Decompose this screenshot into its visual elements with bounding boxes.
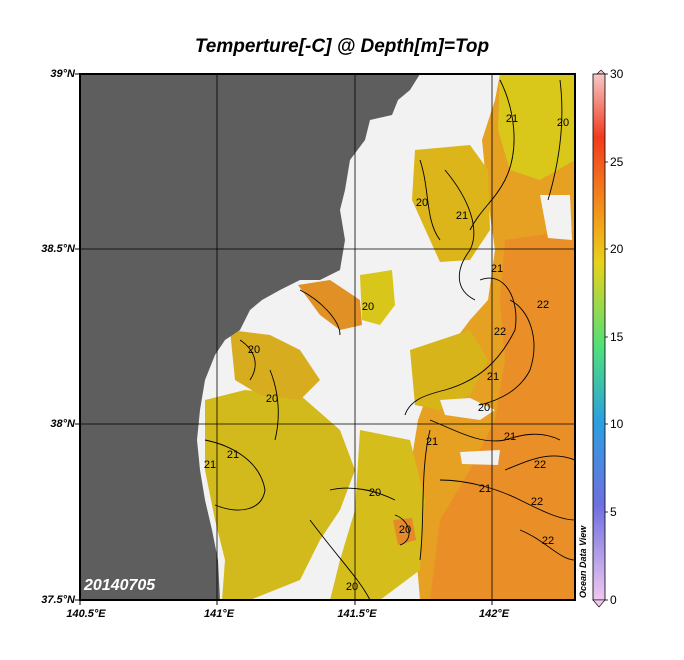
contour-label: 21	[426, 436, 438, 448]
land-mass	[80, 74, 420, 600]
lon-label: 141.5°E	[337, 608, 377, 620]
contour-lines	[204, 79, 575, 600]
contour-label: 21	[491, 263, 503, 275]
contour-label: 20	[248, 344, 260, 356]
map-title: Temperture[-C] @ Depth[m]=Top	[194, 36, 490, 57]
contour-label: 21	[204, 459, 216, 471]
contour-label: 20	[346, 581, 358, 593]
contour-label: 21	[479, 483, 491, 495]
contour-label: 21	[487, 371, 499, 383]
colorbar-ticks	[605, 73, 608, 601]
frame-ticks	[75, 73, 493, 605]
temperature-field-warm-spot	[393, 518, 416, 545]
graticule	[80, 74, 575, 600]
temperature-field-warm-core	[430, 230, 575, 600]
colorbar-label: 25	[610, 155, 624, 169]
contour-label: 20	[416, 197, 428, 209]
colorbar-label: 30	[610, 67, 624, 81]
contour-label: 20	[478, 402, 490, 414]
contour-label: 21	[506, 113, 518, 125]
contour-label-group: 21 20 20 21 21 22 22 21 20 20 20 21 20 2…	[204, 113, 569, 593]
colorbar-label: 15	[610, 330, 624, 344]
temperature-field-coastal-mid	[230, 330, 320, 400]
lat-label: 39°N	[50, 68, 75, 80]
contour-label: 21	[504, 431, 516, 443]
contour-label: 22	[537, 299, 549, 311]
colorbar-label: 0	[610, 593, 617, 607]
lon-label: 142°E	[478, 608, 510, 620]
temperature-field-north-patch	[412, 145, 490, 262]
contour-label: 22	[531, 496, 543, 508]
contour-label: 21	[227, 449, 239, 461]
contour-label: 20	[557, 117, 569, 129]
temperature-field-bay-east	[360, 270, 395, 325]
odv-watermark: Ocean Data View	[578, 525, 588, 598]
contour-label: 20	[369, 487, 381, 499]
contour-label: 21	[456, 210, 468, 222]
contour-label: 20	[266, 393, 278, 405]
temperature-field-coastal-south	[205, 390, 355, 600]
temperature-field-south-center	[330, 430, 425, 600]
contour-label: 22	[542, 535, 554, 547]
lat-label: 37.5°N	[41, 594, 75, 606]
lon-label: 140.5°E	[66, 608, 106, 620]
colorbar-label: 20	[610, 242, 624, 256]
nodata-hole-2	[440, 398, 495, 420]
temperature-field-cool-north	[498, 74, 575, 180]
temperature-field-bay	[298, 280, 362, 330]
contour-label: 22	[534, 459, 546, 471]
date-stamp: 20140705	[83, 577, 156, 594]
contour-label: 20	[399, 524, 411, 536]
lat-label: 38°N	[50, 418, 75, 430]
lon-label: 141°E	[203, 608, 235, 620]
lat-label: 38.5°N	[41, 243, 75, 255]
nodata-hole-1	[540, 195, 572, 240]
contour-label: 20	[362, 301, 374, 313]
map-frame	[79, 73, 576, 601]
contour-label: 22	[494, 326, 506, 338]
temperature-field-center-patch	[410, 330, 488, 410]
colorbar-top-arrow	[596, 69, 606, 75]
colorbar-label: 5	[610, 505, 617, 519]
colorbar-bottom-arrow	[592, 599, 606, 608]
colorbar-label: 10	[610, 417, 624, 431]
colorbar	[592, 73, 606, 601]
nodata-hole-3	[460, 450, 500, 465]
